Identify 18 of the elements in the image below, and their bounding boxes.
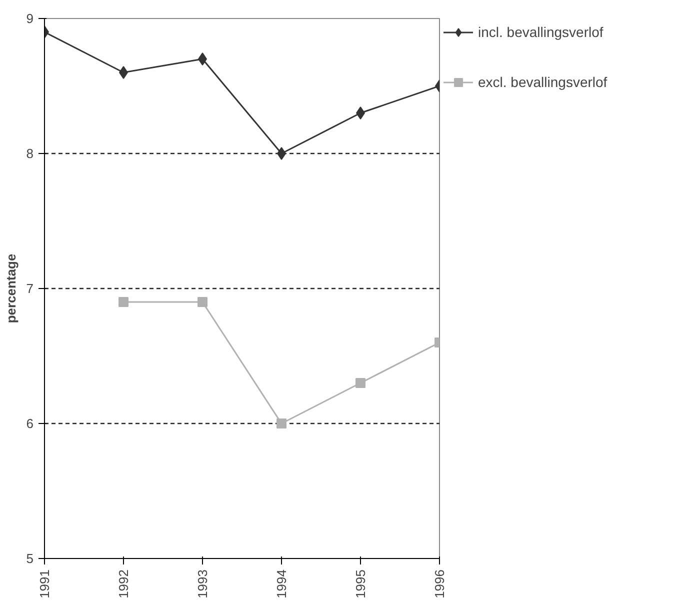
y-tick-label: 5 bbox=[26, 551, 34, 566]
point bbox=[118, 297, 128, 307]
x-tick-label: 1994 bbox=[274, 570, 289, 598]
y-axis-title: percentage bbox=[3, 254, 18, 324]
legend-label: incl. bevallingsverlof bbox=[478, 24, 604, 40]
point bbox=[276, 418, 286, 428]
point bbox=[198, 297, 208, 307]
y-tick-label: 9 bbox=[26, 11, 34, 26]
x-tick-label: 1996 bbox=[432, 570, 447, 598]
x-tick-label: 1991 bbox=[37, 570, 52, 598]
y-tick-label: 8 bbox=[26, 146, 34, 161]
x-tick-label: 1995 bbox=[353, 570, 368, 598]
x-tick-label: 1993 bbox=[195, 570, 210, 598]
x-tick-label: 1992 bbox=[116, 570, 131, 598]
legend-label: excl. bevallingsverlof bbox=[478, 74, 608, 90]
y-tick-label: 6 bbox=[26, 416, 34, 431]
y-tick-label: 7 bbox=[26, 281, 34, 296]
point bbox=[356, 378, 366, 388]
